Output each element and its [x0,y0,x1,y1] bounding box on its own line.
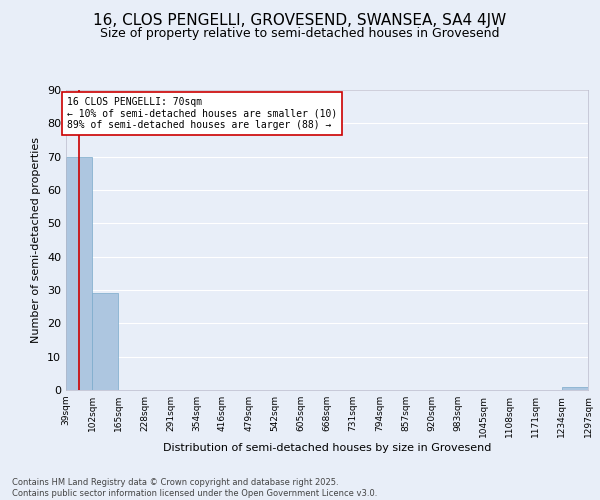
Text: 16, CLOS PENGELLI, GROVESEND, SWANSEA, SA4 4JW: 16, CLOS PENGELLI, GROVESEND, SWANSEA, S… [94,12,506,28]
Text: Contains HM Land Registry data © Crown copyright and database right 2025.
Contai: Contains HM Land Registry data © Crown c… [12,478,377,498]
Bar [92,294,118,390]
Bar [66,156,92,390]
Y-axis label: Number of semi-detached properties: Number of semi-detached properties [31,137,41,343]
X-axis label: Distribution of semi-detached houses by size in Grovesend: Distribution of semi-detached houses by … [163,442,491,452]
Bar [562,386,588,390]
Text: 16 CLOS PENGELLI: 70sqm
← 10% of semi-detached houses are smaller (10)
89% of se: 16 CLOS PENGELLI: 70sqm ← 10% of semi-de… [67,96,337,130]
Text: Size of property relative to semi-detached houses in Grovesend: Size of property relative to semi-detach… [100,28,500,40]
